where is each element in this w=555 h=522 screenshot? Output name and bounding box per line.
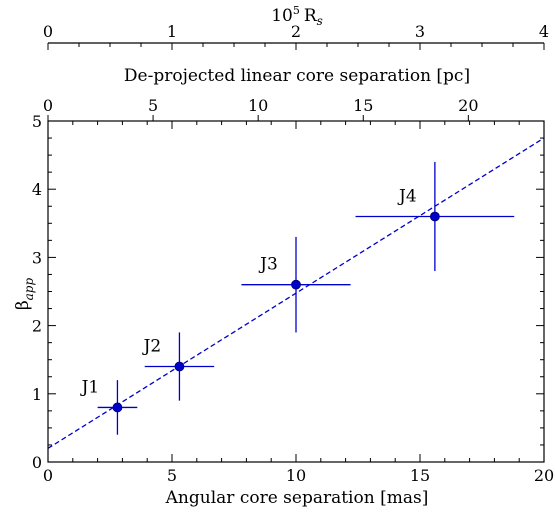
point-label-j4: J4 — [397, 186, 417, 206]
data-point-j3 — [291, 279, 301, 290]
pc-tick-label: 20 — [458, 96, 478, 115]
point-label-j2: J2 — [142, 337, 162, 357]
outer-title-unit: R — [304, 6, 318, 26]
y-tick-label: 0 — [32, 453, 42, 472]
data-point-j4 — [429, 211, 440, 222]
x-axis-title: Angular core separation [mas] — [165, 488, 429, 508]
outer-title-base: 10 — [271, 6, 293, 26]
y-tick-label: 4 — [32, 180, 42, 199]
y-axis-ticks-group: 0 1 2 3 4 5 — [32, 112, 544, 472]
pc-tick-label: 0 — [43, 96, 53, 115]
rs-tick-label: 2 — [291, 22, 301, 41]
rs-tick-label: 1 — [167, 22, 177, 41]
point-label-j1: J1 — [80, 377, 100, 397]
rs-tick-label: 4 — [539, 22, 549, 41]
x-axis-ticks-group: 0 5 10 15 20 — [43, 121, 554, 485]
data-point-j2 — [174, 361, 185, 372]
x-tick-label: 20 — [534, 466, 554, 485]
point-labels-group: J1 J2 J3 J4 — [80, 186, 417, 397]
top-axis-outer-title: 105 Rs — [271, 4, 323, 28]
y-axis-title-main: β — [13, 300, 33, 310]
x-tick-label: 10 — [286, 466, 306, 485]
y-axis-title-subscript: app — [22, 278, 36, 301]
y-tick-label: 1 — [32, 385, 42, 404]
y-tick-label: 3 — [32, 248, 42, 267]
rs-tick-label: 0 — [43, 22, 53, 41]
pc-tick-label: 5 — [148, 96, 158, 115]
pc-tick-label: 15 — [353, 96, 373, 115]
data-points-group — [112, 211, 440, 413]
y-axis-title: βapp — [13, 278, 36, 311]
y-tick-label: 2 — [32, 317, 42, 336]
y-tick-label: 5 — [32, 112, 42, 131]
rs-tick-label: 3 — [415, 22, 425, 41]
outer-title-exponent: 5 — [293, 4, 300, 17]
data-point-j1 — [112, 402, 123, 413]
pc-tick-label: 10 — [248, 96, 268, 115]
top-axis-ticks-group: 0 5 10 15 20 — [43, 96, 479, 121]
error-bars-group — [97, 161, 515, 435]
point-label-j3: J3 — [258, 255, 278, 275]
outer-title-unit-subscript: s — [317, 14, 323, 28]
outer-top-axis-group: 0 1 2 3 4 — [43, 22, 549, 50]
x-tick-label: 15 — [410, 466, 430, 485]
x-tick-label: 5 — [167, 466, 177, 485]
x-tick-label: 0 — [43, 466, 53, 485]
top-axis-inner-title: De-projected linear core separation [pc] — [124, 66, 470, 86]
